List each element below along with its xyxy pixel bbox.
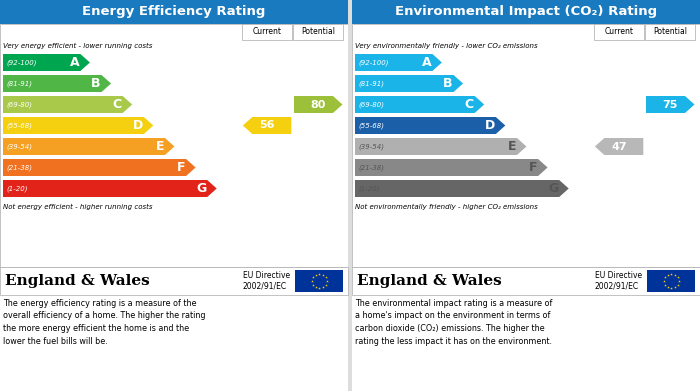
Text: The energy efficiency rating is a measure of the
overall efficiency of a home. T: The energy efficiency rating is a measur…: [3, 299, 206, 346]
Polygon shape: [3, 54, 90, 71]
Text: E: E: [155, 140, 164, 153]
Text: C: C: [465, 98, 474, 111]
Text: (21-38): (21-38): [358, 164, 384, 171]
Text: Energy Efficiency Rating: Energy Efficiency Rating: [83, 5, 266, 18]
Polygon shape: [355, 138, 526, 155]
Bar: [352, 24, 700, 267]
Text: A: A: [70, 56, 79, 69]
Text: Very environmentally friendly - lower CO₂ emissions: Very environmentally friendly - lower CO…: [355, 43, 538, 49]
Text: (92-100): (92-100): [358, 59, 388, 66]
Bar: [295, 270, 344, 292]
Text: 80: 80: [311, 99, 326, 109]
Text: (1-20): (1-20): [6, 185, 27, 192]
Bar: [293, 24, 344, 40]
Polygon shape: [646, 96, 694, 113]
Text: (55-68): (55-68): [6, 122, 32, 129]
Polygon shape: [355, 180, 568, 197]
Text: C: C: [113, 98, 122, 111]
Bar: [0, 267, 348, 295]
Text: The environmental impact rating is a measure of
a home's impact on the environme: The environmental impact rating is a mea…: [355, 299, 552, 346]
Bar: [352, 0, 700, 24]
Text: (21-38): (21-38): [6, 164, 32, 171]
Text: Very energy efficient - lower running costs: Very energy efficient - lower running co…: [3, 43, 153, 49]
Text: Not environmentally friendly - higher CO₂ emissions: Not environmentally friendly - higher CO…: [355, 204, 538, 210]
Bar: [594, 24, 644, 40]
Text: (69-80): (69-80): [358, 101, 384, 108]
Text: G: G: [196, 182, 206, 195]
Text: F: F: [176, 161, 185, 174]
Text: D: D: [484, 119, 495, 132]
Polygon shape: [3, 180, 217, 197]
Bar: [242, 24, 293, 40]
Polygon shape: [355, 96, 484, 113]
Bar: [352, 267, 700, 295]
Text: Potential: Potential: [301, 27, 335, 36]
Bar: [0, 24, 348, 267]
Text: (81-91): (81-91): [358, 80, 384, 87]
Text: England & Wales: England & Wales: [357, 274, 502, 288]
Text: Not energy efficient - higher running costs: Not energy efficient - higher running co…: [3, 204, 153, 210]
Bar: [645, 24, 696, 40]
Text: (39-54): (39-54): [358, 143, 384, 150]
Text: (81-91): (81-91): [6, 80, 32, 87]
Polygon shape: [294, 96, 342, 113]
Text: EU Directive
2002/91/EC: EU Directive 2002/91/EC: [243, 271, 290, 291]
Text: 56: 56: [259, 120, 275, 131]
Text: England & Wales: England & Wales: [5, 274, 150, 288]
Polygon shape: [3, 159, 195, 176]
Text: (92-100): (92-100): [6, 59, 36, 66]
Polygon shape: [355, 159, 547, 176]
Polygon shape: [355, 54, 442, 71]
Text: (69-80): (69-80): [6, 101, 32, 108]
Text: Environmental Impact (CO₂) Rating: Environmental Impact (CO₂) Rating: [395, 5, 657, 18]
Bar: [647, 270, 696, 292]
Text: 47: 47: [611, 142, 627, 151]
Text: (39-54): (39-54): [6, 143, 32, 150]
Text: E: E: [508, 140, 516, 153]
Polygon shape: [3, 96, 132, 113]
Polygon shape: [243, 117, 291, 134]
Text: Current: Current: [253, 27, 281, 36]
Text: 75: 75: [663, 99, 678, 109]
Text: D: D: [132, 119, 143, 132]
Polygon shape: [3, 75, 111, 92]
Text: B: B: [91, 77, 101, 90]
Bar: [348, 0, 352, 391]
Text: (1-20): (1-20): [358, 185, 379, 192]
Polygon shape: [3, 117, 153, 134]
Text: Potential: Potential: [653, 27, 687, 36]
Text: Current: Current: [605, 27, 634, 36]
Bar: [0, 0, 348, 24]
Text: B: B: [443, 77, 452, 90]
Text: G: G: [548, 182, 558, 195]
Text: F: F: [528, 161, 537, 174]
Text: EU Directive
2002/91/EC: EU Directive 2002/91/EC: [595, 271, 642, 291]
Polygon shape: [3, 138, 174, 155]
Polygon shape: [355, 75, 463, 92]
Polygon shape: [355, 117, 505, 134]
Polygon shape: [595, 138, 643, 155]
Text: A: A: [422, 56, 431, 69]
Text: (55-68): (55-68): [358, 122, 384, 129]
